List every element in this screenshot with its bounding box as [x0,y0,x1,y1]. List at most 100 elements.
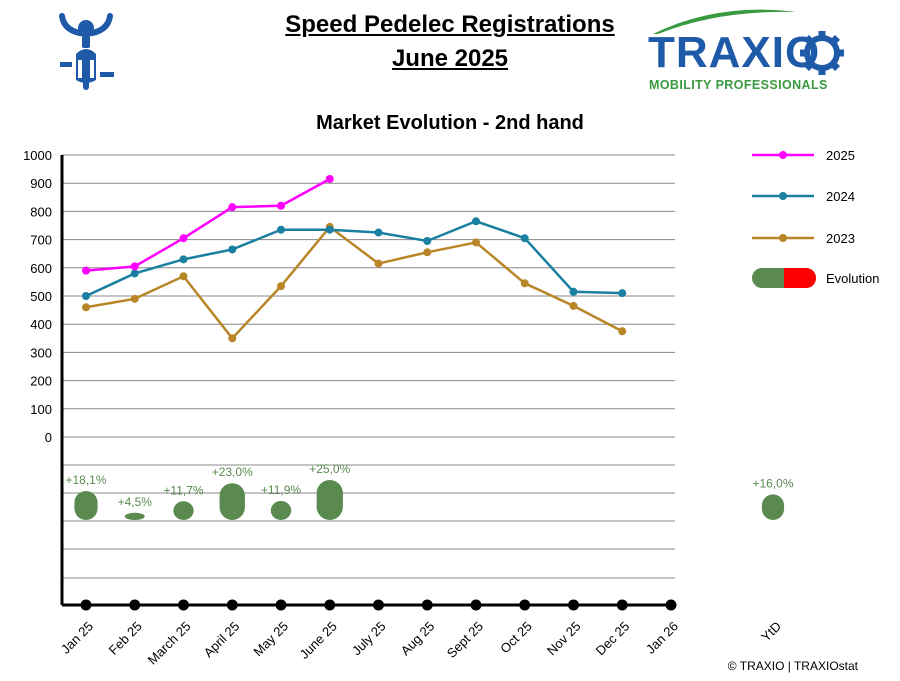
data-point-2023 [569,301,578,310]
logo-text: TRAXIO [648,28,821,77]
y-tick-label: 400 [30,317,52,332]
copyright: © TRAXIO | TRAXIOstat [727,659,858,673]
x-tick-label: Aug 25 [398,619,438,659]
x-axis-dot [470,599,482,611]
y-tick-label: 600 [30,261,52,276]
data-point-2025 [130,262,139,271]
data-point-2023 [520,279,529,288]
data-point-2024 [325,225,334,234]
data-point-2025 [179,234,188,243]
y-tick-label: 200 [30,374,52,389]
legend-label-2024: 2024 [826,189,855,204]
x-axis-dot [129,599,141,611]
data-point-2024 [423,237,432,246]
x-tick-label: Dec 25 [593,619,633,659]
evolution-label: +11,7% [163,483,203,497]
evolution-label: +23,0% [212,465,253,479]
data-point-2024 [618,289,627,298]
y-tick-label: 800 [30,204,52,219]
chart-title: Market Evolution - 2nd hand [316,112,584,134]
data-point-2025 [228,203,237,212]
x-tick-label: Jan 25 [58,619,96,657]
logo-swoosh [653,9,796,34]
x-axis-dot [275,599,287,611]
series-line-2025 [85,177,331,272]
scooter-rider-icon [59,13,114,90]
data-point-2025 [82,266,90,275]
evolution-pill [270,500,292,520]
data-point-2023 [277,282,285,291]
data-point-2023 [472,238,480,247]
y-tick-label: 1000 [23,148,52,163]
data-point-2023 [618,327,627,336]
page-title-line2: June 2025 [391,45,509,72]
x-axis-dot [568,599,579,611]
x-tick-label: March 25 [145,619,194,668]
x-tick-label: July 25 [349,619,389,659]
y-tick-label: 300 [30,345,52,360]
ytd-evolution-pill [761,494,785,520]
evolution-pill [124,512,145,520]
data-point-2025 [325,174,334,183]
data-point-2024 [228,245,237,254]
logo-tagline: MOBILITY PROFESSIONALS [649,78,828,92]
evolution-label: +11,9% [261,483,301,497]
data-point-2023 [130,294,139,303]
x-axis-dot [226,599,238,611]
data-point-2024 [569,287,578,296]
x-axis-dot [373,599,384,611]
x-axis-dot [80,599,92,611]
data-point-2023 [82,303,90,312]
data-point-2023 [179,272,188,281]
evolution-label: +4,5% [118,495,153,509]
x-tick-label: Nov 25 [544,619,584,659]
x-tick-label: Sept 25 [444,619,486,661]
x-tick-label-ytd: YtD [758,619,784,645]
y-tick-label: 500 [30,289,52,304]
y-tick-label: 900 [30,176,52,191]
series-line-2024 [85,219,623,298]
x-axis-dot [421,599,433,611]
x-axis-dot [324,599,336,611]
legend-marker-2025 [779,151,787,159]
data-point-2024 [179,255,188,264]
data-point-2023 [374,259,383,268]
evolution-label: +25,0% [309,462,350,476]
data-point-2024 [374,228,383,237]
legend-evolution-red [784,268,816,288]
evolution-pill [219,483,245,520]
y-tick-label: 100 [30,402,52,417]
x-tick-label: May 25 [250,619,291,660]
y-tick-label: 700 [30,233,52,248]
evolution-pill [316,480,343,520]
data-point-2024 [82,292,90,300]
x-axis-dot [665,599,677,611]
series-line-2023 [85,225,623,341]
legend-label-2025: 2025 [826,148,855,163]
data-point-2023 [423,248,432,257]
evolution-pill [173,501,194,520]
evolution-pill [74,491,98,520]
data-point-2024 [130,269,139,278]
x-tick-label: Feb 25 [106,619,145,658]
x-tick-label: June 25 [297,619,340,662]
legend-label-evolution: Evolution [826,271,879,286]
x-tick-label: April 25 [201,619,243,661]
data-point-2024 [520,234,529,243]
x-tick-label: Jan 26 [643,619,681,657]
evolution-label: +18,1% [65,473,106,487]
page-title-line1: Speed Pedelec Registrations [285,11,615,38]
x-axis-dot [519,599,531,611]
x-tick-label: Oct 25 [497,619,535,657]
gear-icon [800,31,844,75]
legend-label-2023: 2023 [826,231,855,246]
x-axis-dot [616,599,628,611]
data-point-2023 [228,334,237,343]
data-point-2024 [277,225,285,234]
y-tick-label: 0 [45,430,52,445]
legend-marker-2024 [779,192,787,200]
x-axis-dot [178,599,189,611]
data-point-2024 [472,217,480,226]
ytd-evolution-label: +16,0% [752,476,793,490]
